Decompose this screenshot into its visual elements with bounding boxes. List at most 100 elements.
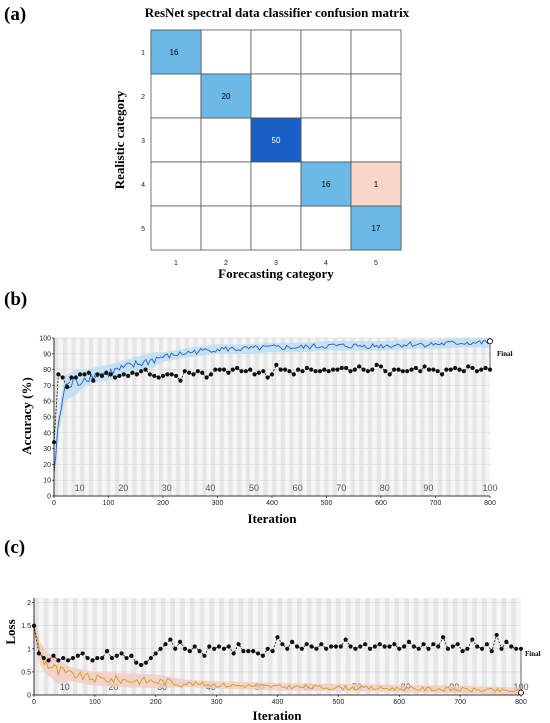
- loss-epoch-band: [408, 598, 414, 695]
- acc-x-tick-label: 400: [266, 500, 278, 507]
- loss-validation-point: [382, 644, 387, 649]
- acc-validation-point: [165, 372, 170, 377]
- acc-x-tick-label: 100: [103, 500, 115, 507]
- loss-y-tick-label: 1: [27, 646, 31, 653]
- loss-validation-point: [372, 644, 377, 649]
- acc-validation-point: [160, 373, 166, 379]
- loss-validation-point: [426, 646, 431, 651]
- acc-validation-point: [134, 372, 139, 377]
- loss-epoch-band: [233, 598, 239, 695]
- loss-validation-point: [36, 651, 41, 656]
- loss-validation-point: [421, 642, 426, 647]
- loss-epoch-band: [82, 598, 88, 695]
- loss-epoch-band: [253, 598, 259, 695]
- loss-y-tick-label: 2: [27, 600, 31, 607]
- loss-final-label: Final: [525, 650, 541, 658]
- loss-x-tick-label: 600: [393, 699, 405, 706]
- acc-validation-point: [370, 367, 375, 372]
- acc-validation-point: [78, 372, 83, 377]
- acc-validation-point: [435, 369, 440, 374]
- loss-epoch-band: [58, 598, 64, 695]
- loss-validation-point: [484, 642, 490, 647]
- acc-validation-point: [130, 370, 135, 375]
- acc-validation-point: [269, 372, 275, 377]
- loss-validation-point: [294, 644, 300, 649]
- loss-epoch-band: [63, 598, 69, 695]
- loss-epoch-band: [262, 598, 268, 695]
- acc-validation-point: [95, 372, 100, 377]
- cm-grid-cell: [200, 29, 252, 75]
- loss-validation-point: [440, 635, 446, 640]
- acc-validation-point: [396, 367, 401, 372]
- cm-grid-cell: [300, 205, 352, 251]
- acc-validation-point: [152, 373, 157, 379]
- acc-validation-point: [112, 375, 118, 380]
- loss-validation-point: [514, 646, 519, 651]
- loss-epoch-band: [370, 598, 375, 695]
- acc-validation-point: [479, 367, 484, 372]
- acc-y-tick-label: 70: [43, 383, 51, 390]
- acc-epoch-label: 10: [75, 483, 85, 493]
- cm-grid-cell: [350, 73, 402, 119]
- loss-validation-point: [202, 653, 207, 658]
- cm-title: ResNet spectral data classifier confusio…: [145, 5, 410, 20]
- cm-y-ticks: 1 2 3 4 5: [141, 50, 145, 233]
- cm-grid-cell: [200, 205, 252, 251]
- loss-training-band: [34, 611, 521, 695]
- cm-cell: [300, 161, 352, 207]
- loss-epoch-label: 10: [60, 682, 70, 692]
- acc-validation-point: [326, 369, 331, 374]
- loss-epoch-band: [374, 598, 380, 695]
- loss-validation-point: [221, 646, 227, 651]
- loss-validation-point: [367, 646, 373, 651]
- acc-validation-point: [265, 375, 270, 380]
- loss-validation-point: [397, 646, 402, 651]
- acc-validation-point: [178, 378, 183, 383]
- loss-validation-point: [90, 658, 95, 663]
- loss-epoch-band: [335, 598, 341, 695]
- acc-validation-point: [348, 369, 353, 374]
- loss-validation-point: [343, 637, 348, 642]
- cm-grid-cell: [250, 73, 302, 119]
- loss-training-line: [33, 622, 522, 693]
- acc-validation-point: [182, 369, 187, 374]
- acc-epoch-label: 60: [293, 483, 303, 493]
- cm-y-tick-label: 5: [141, 226, 145, 233]
- loss-epoch-band: [219, 598, 224, 695]
- loss-epoch-band: [175, 598, 181, 695]
- acc-epoch-label: 80: [380, 483, 390, 493]
- loss-x-tick-label: 500: [333, 699, 345, 706]
- loss-validation-point: [479, 646, 485, 651]
- cm-cell: [250, 117, 302, 163]
- cm-cell-value: 50: [272, 136, 281, 145]
- loss-validation-point: [470, 637, 475, 642]
- cm-x-tick-label: 4: [324, 260, 328, 267]
- loss-validation-point: [192, 644, 197, 649]
- cm-grid-cell: [350, 117, 402, 163]
- loss-validation-point: [56, 658, 61, 663]
- loss-epoch-band: [345, 598, 351, 695]
- loss-epoch-band: [102, 598, 108, 695]
- acc-validation-point: [173, 373, 179, 379]
- cm-grid-cell: [350, 29, 402, 75]
- acc-validation-point: [117, 373, 122, 379]
- acc-validation-point: [304, 365, 309, 371]
- loss-x-tick-label: 700: [454, 699, 466, 706]
- loss-validation-point: [134, 660, 139, 665]
- loss-epoch-band: [107, 598, 112, 695]
- cm-grid-cell: [150, 117, 202, 163]
- acc-validation-point: [365, 369, 371, 374]
- cm-grid-cell: [300, 117, 352, 163]
- loss-validation-point: [285, 646, 290, 651]
- loss-epoch-band: [516, 598, 521, 695]
- acc-validation-point: [86, 370, 91, 375]
- acc-x-tick-label: 200: [157, 500, 169, 507]
- acc-validation-point: [248, 367, 253, 372]
- loss-epoch-band: [204, 598, 210, 695]
- acc-validation-point: [413, 365, 418, 371]
- loss-epoch-band: [423, 598, 429, 695]
- loss-validation-point: [129, 653, 134, 658]
- acc-validation-point: [126, 373, 131, 379]
- loss-epoch-band: [126, 598, 132, 695]
- loss-validation-point: [163, 642, 168, 647]
